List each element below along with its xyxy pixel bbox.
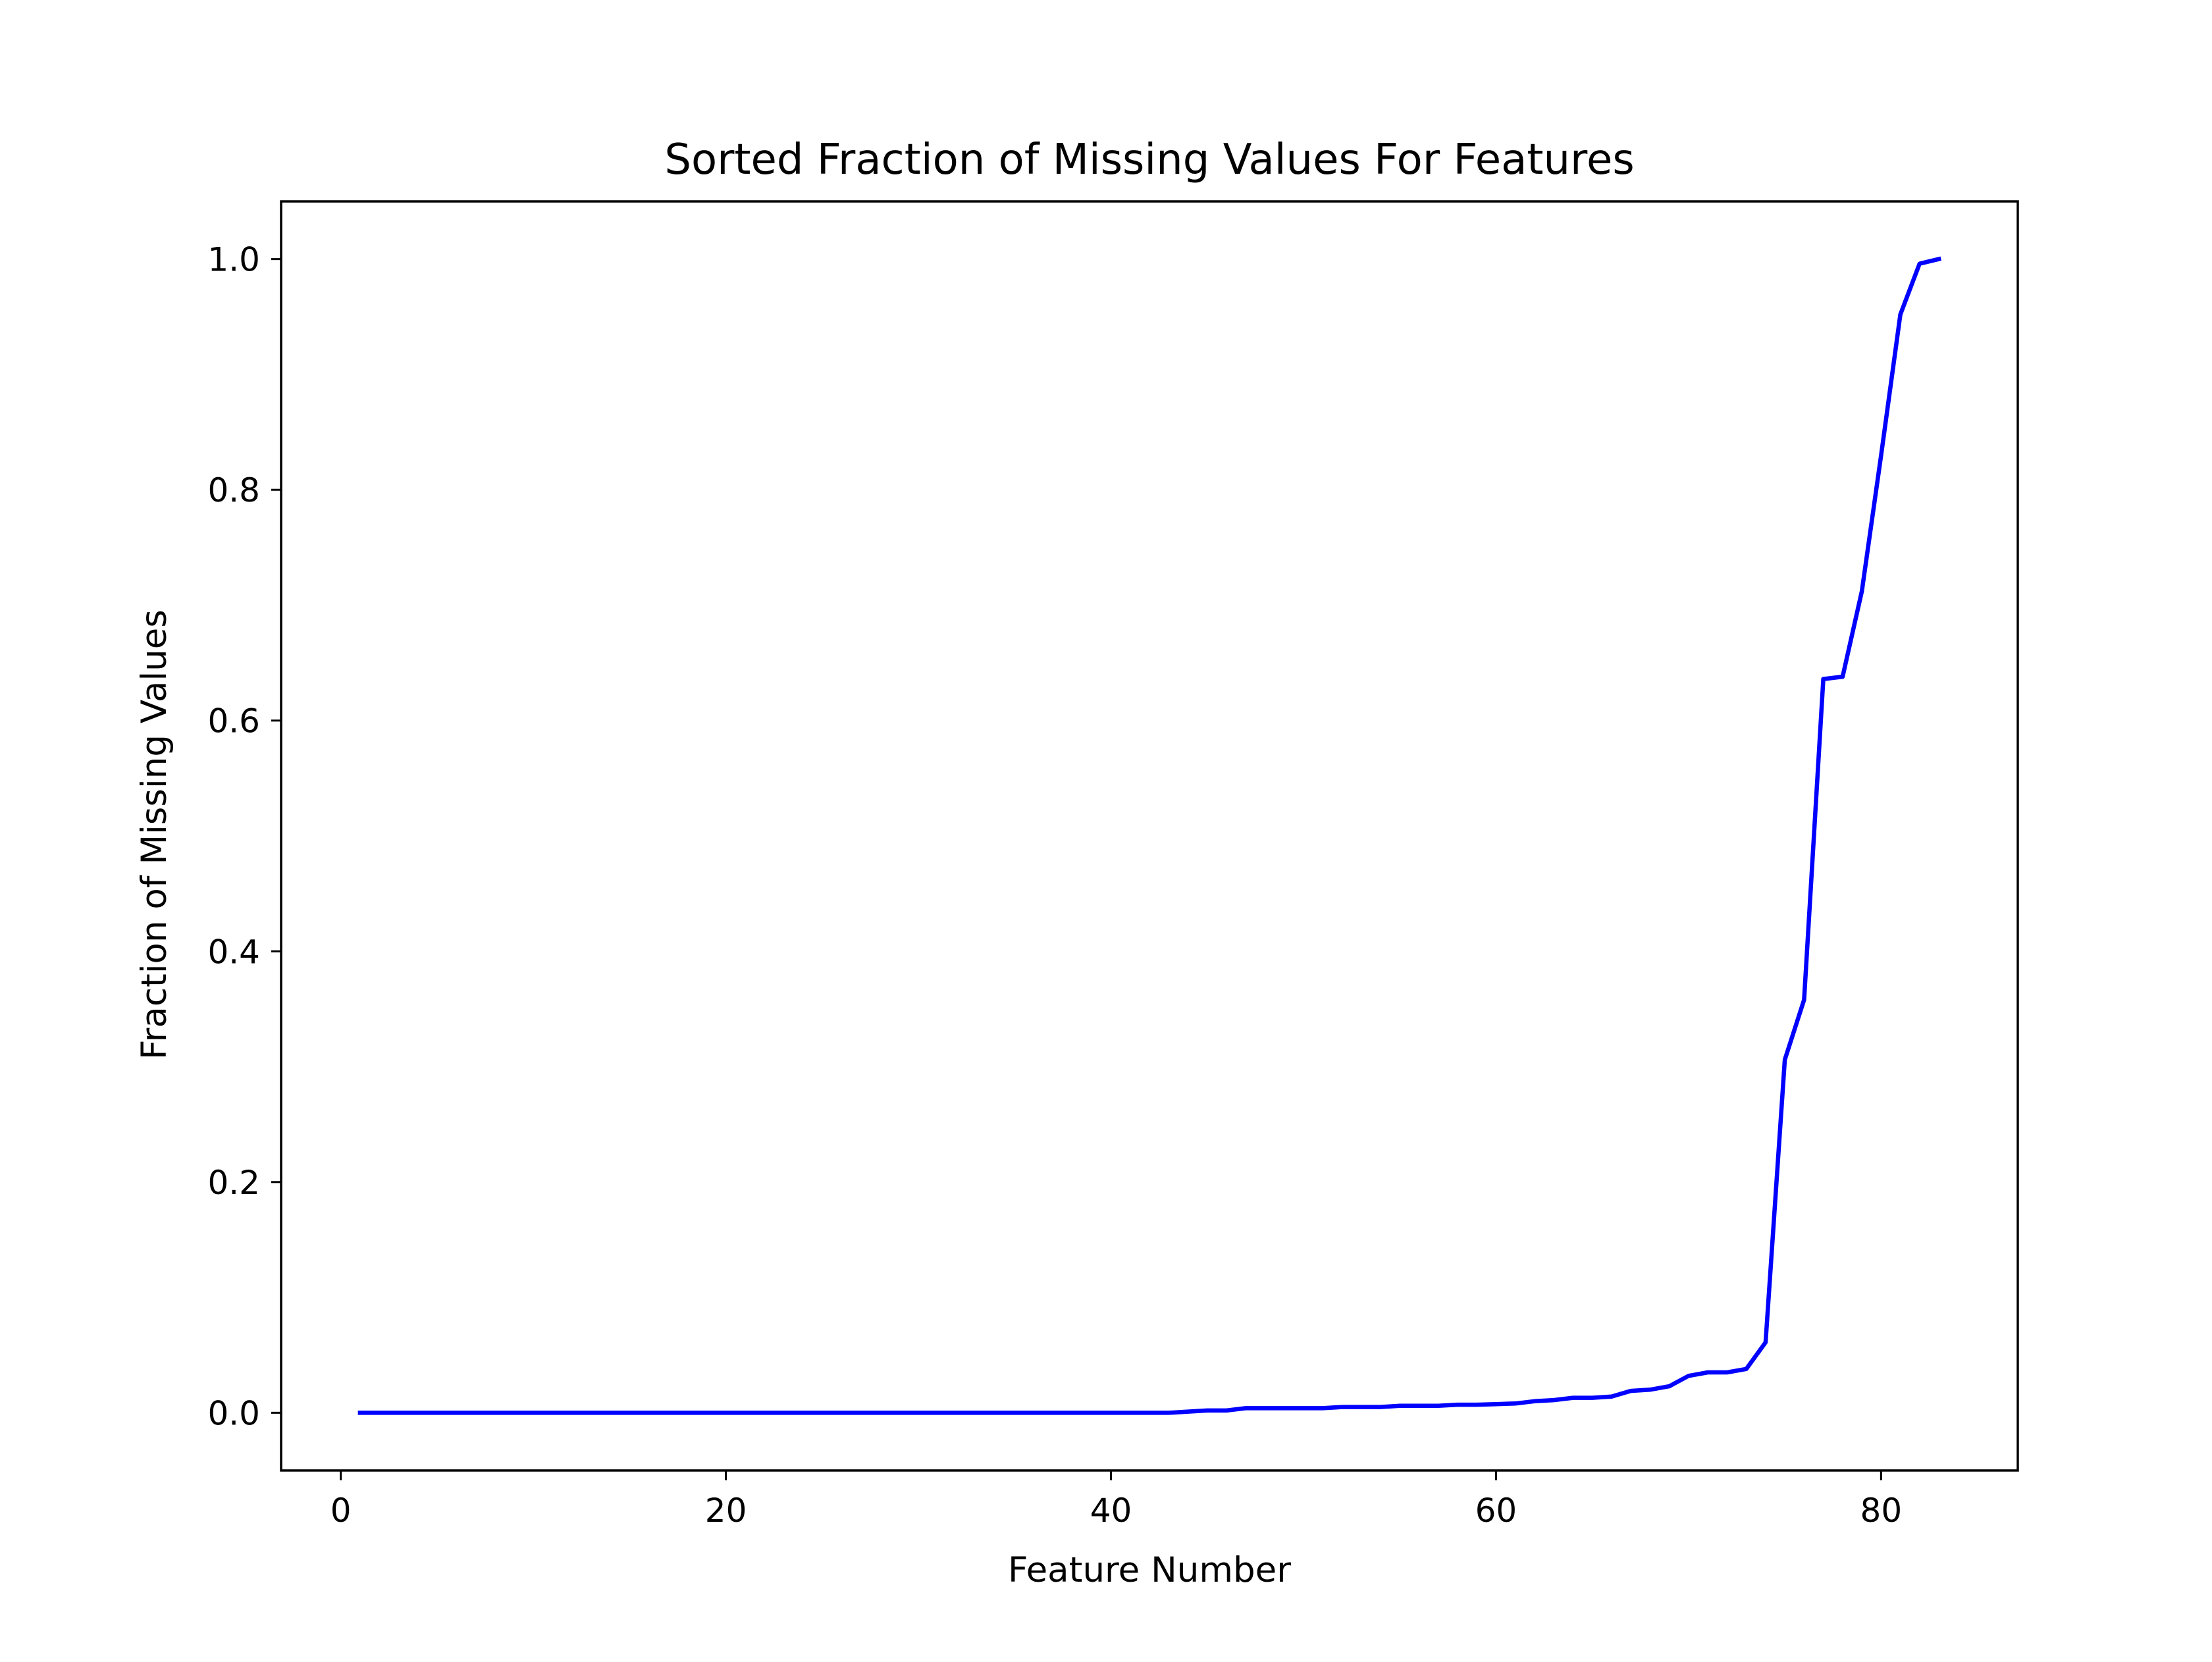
x-axis-label: Feature Number bbox=[1008, 1550, 1291, 1590]
axes-frame bbox=[280, 200, 2019, 1472]
y-tick-label: 1.0 bbox=[207, 241, 260, 279]
series-line-0 bbox=[357, 256, 1942, 1415]
y-tick-label: 0.6 bbox=[207, 702, 260, 740]
x-tick-label: 60 bbox=[1475, 1492, 1517, 1530]
y-tick-label: 0.2 bbox=[207, 1164, 260, 1202]
y-tick-label: 0.8 bbox=[207, 471, 260, 509]
x-tick-label: 0 bbox=[330, 1492, 352, 1530]
x-tick-label: 40 bbox=[1090, 1492, 1132, 1530]
y-tick-label: 0.0 bbox=[207, 1394, 260, 1432]
y-tick-label: 0.4 bbox=[207, 933, 260, 971]
x-tick-label: 20 bbox=[705, 1492, 747, 1530]
x-tick-label: 80 bbox=[1860, 1492, 1903, 1530]
y-axis-label: Fraction of Missing Values bbox=[134, 610, 174, 1060]
chart-title: Sorted Fraction of Missing Values For Fe… bbox=[664, 136, 1634, 184]
plot-area: 0 20 40 60 80 0.0 0.2 0.4 0.6 0.8 1.0 bbox=[207, 200, 2019, 1530]
